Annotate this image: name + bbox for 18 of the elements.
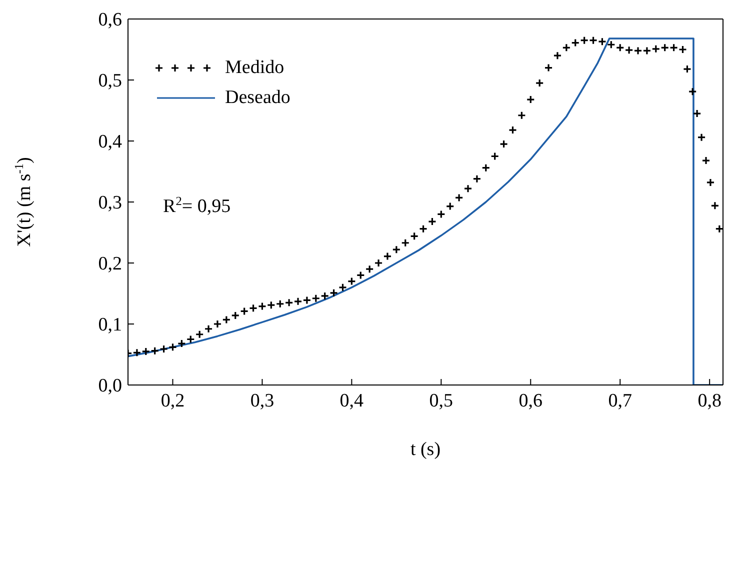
y-tick-label: 0,6 <box>98 10 122 31</box>
x-tick-label: 0,7 <box>608 390 632 412</box>
legend-label: Medido <box>225 57 284 79</box>
x-tick-label: 0,8 <box>698 390 722 412</box>
annotation: R$^{2}$= 0,95 <box>163 194 231 217</box>
y-tick-label: 0,0 <box>98 376 122 397</box>
x-tick-label: 0,5 <box>429 390 454 412</box>
x-tick-label: 0,6 <box>518 390 543 412</box>
x-tick-label: 0,4 <box>340 390 364 412</box>
y-tick-label: 0,4 <box>98 132 122 153</box>
y-tick-label: 0,1 <box>98 314 122 336</box>
y-tick-label: 0,3 <box>98 192 122 214</box>
legend-label: Deseado <box>225 87 290 109</box>
x-axis-title: t (s) <box>410 439 441 460</box>
y-tick-label: 0,5 <box>98 70 122 92</box>
x-tick-label: 0,2 <box>160 390 185 412</box>
y-tick-label: 0,2 <box>98 254 122 275</box>
x-tick-label: 0,3 <box>250 390 274 412</box>
